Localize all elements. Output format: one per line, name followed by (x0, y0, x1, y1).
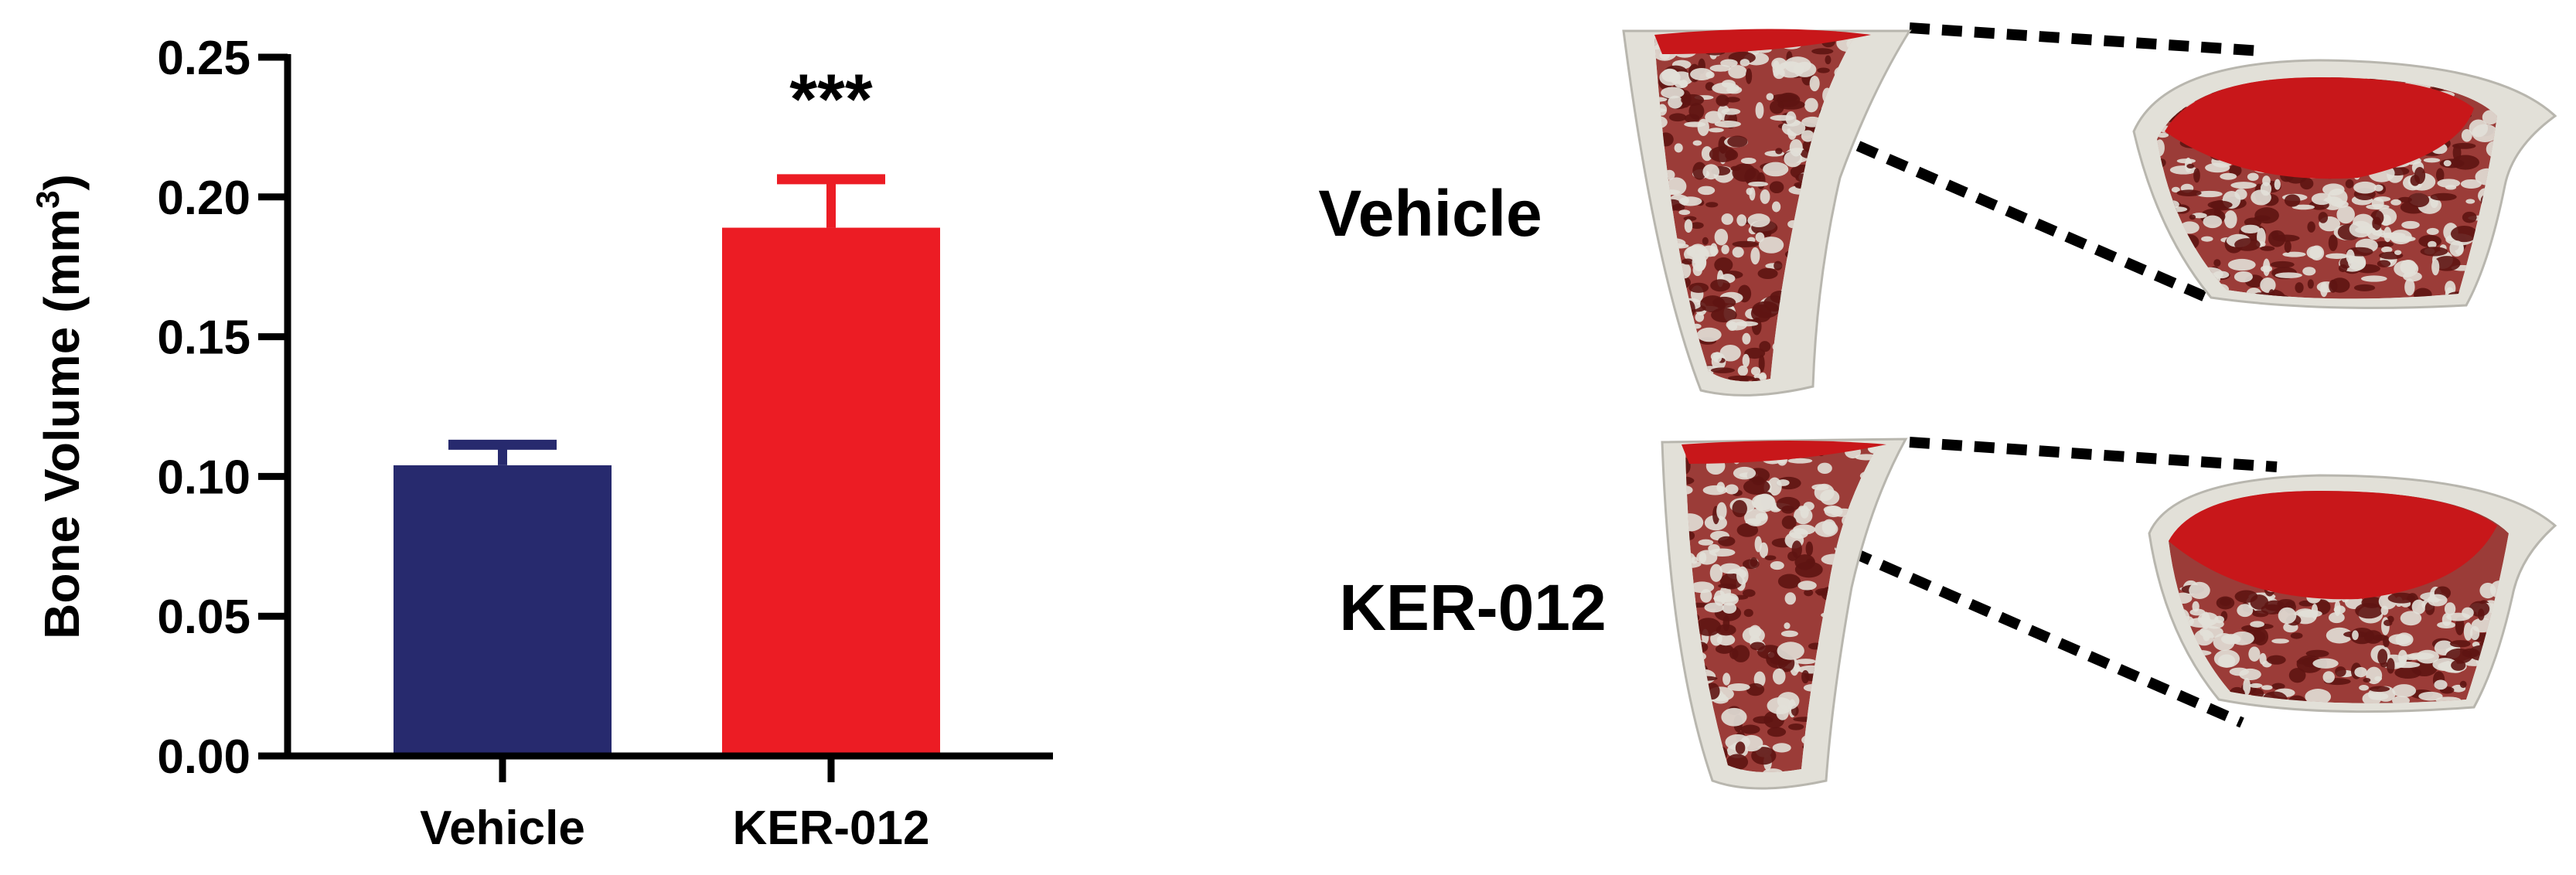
zoom-line (1849, 546, 2244, 728)
y-tick-label: 0.05 (157, 591, 250, 644)
ker-012-bone-zoom (2148, 474, 2557, 713)
bar-vehicle (394, 465, 612, 756)
bar-ker-012 (722, 227, 940, 756)
zoom-line (1909, 22, 2262, 56)
y-tick-label: 0.15 (157, 312, 250, 365)
zoom-lines (1826, 22, 2278, 728)
micro-ct-panel: Vehicle KER-012 (1318, 22, 2557, 790)
zoom-line (1909, 437, 2278, 472)
y-tick-label: 0.00 (157, 730, 250, 784)
ker-012-bone-overview (1661, 438, 1908, 790)
vehicle-bone-zoom (2132, 59, 2557, 309)
y-tick-label: 0.20 (157, 172, 250, 225)
significance-label: *** (789, 60, 873, 139)
row-label-ker-012: KER-012 (1339, 571, 1606, 644)
y-tick-label: 0.25 (157, 32, 250, 85)
vehicle-bone-overview (1622, 29, 1912, 397)
y-tick-label: 0.10 (157, 451, 250, 504)
bar-chart: Vehicle KER-012 0.00 0.05 0.10 0.15 0.20 0.25 Bo… (29, 32, 1053, 855)
row-label-vehicle: Vehicle (1318, 177, 1542, 250)
y-axis-label: Bone Volume (mm3) (29, 174, 90, 639)
x-tick-label: Vehicle (420, 802, 585, 855)
zoom-line (1826, 128, 2210, 303)
x-tick-label: KER-012 (733, 802, 930, 855)
